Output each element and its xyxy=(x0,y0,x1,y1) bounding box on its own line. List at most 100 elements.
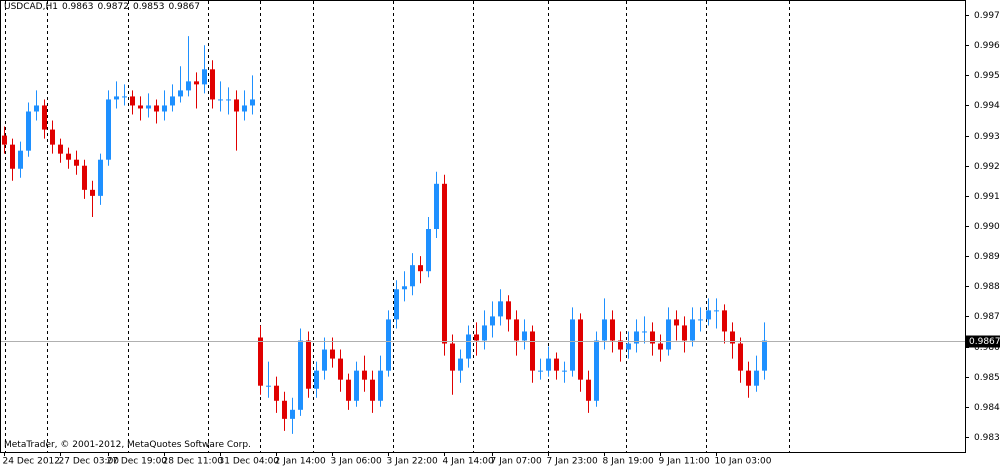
candle-body xyxy=(66,153,71,160)
candle-body xyxy=(178,90,183,97)
candle-body xyxy=(210,69,215,100)
candle-body xyxy=(290,409,295,419)
candle-body xyxy=(130,96,135,106)
candle-body xyxy=(26,111,31,151)
candle-body xyxy=(170,96,175,106)
candle-body xyxy=(194,81,199,85)
candle-body xyxy=(386,319,391,371)
candle-body xyxy=(714,310,719,312)
candle-body xyxy=(202,69,207,85)
candle-body xyxy=(474,334,479,341)
candle-body xyxy=(538,370,543,372)
candle-body xyxy=(242,105,247,112)
candle-body xyxy=(650,331,655,344)
candle-body xyxy=(626,343,631,350)
y-tick-label: 0.9875 xyxy=(974,312,1000,322)
x-tick-label: 27 Dec 19:00 xyxy=(107,457,168,467)
candle-body xyxy=(554,358,559,371)
x-tick-label: 10 Jan 03:00 xyxy=(715,457,772,467)
y-tick-label: 0.9885 xyxy=(974,282,1000,292)
candle-body xyxy=(338,358,343,380)
x-tick-label: 27 Dec 03:00 xyxy=(59,457,120,467)
candle-body xyxy=(706,310,711,320)
candle-body xyxy=(274,385,279,401)
candle-body xyxy=(226,99,231,101)
candle-body xyxy=(426,229,431,272)
candle-body xyxy=(98,159,103,196)
candle-body xyxy=(146,105,151,109)
candle-body xyxy=(34,105,39,112)
candle-body xyxy=(466,334,471,359)
header-value: 0.9872 xyxy=(97,2,129,12)
y-tick-label: 0.9845 xyxy=(974,403,1000,413)
y-tick-label: 0.9965 xyxy=(974,41,1000,51)
candle-body xyxy=(18,150,23,169)
candle-body xyxy=(162,105,167,112)
x-tick-label: 2 Jan 14:00 xyxy=(275,457,327,467)
y-tick-label: 0.9895 xyxy=(974,252,1000,262)
candle-body xyxy=(330,349,335,359)
candle-body xyxy=(738,343,743,371)
candle-body xyxy=(306,340,311,389)
candle-body xyxy=(586,379,591,401)
candle-body xyxy=(458,358,463,371)
candle-body xyxy=(90,189,95,196)
candle-body xyxy=(266,385,271,387)
current-price-label: 0.9867 xyxy=(969,337,1000,347)
candle-body xyxy=(346,379,351,401)
candle-body xyxy=(666,319,671,350)
candle-body xyxy=(506,301,511,320)
x-tick-label: 9 Jan 11:00 xyxy=(659,457,711,467)
x-tick-label: 4 Jan 14:00 xyxy=(443,457,495,467)
candle-body xyxy=(10,144,15,169)
candle-body xyxy=(754,370,759,386)
candle-body xyxy=(450,343,455,371)
plot-frame xyxy=(0,0,966,453)
candle-body xyxy=(530,331,535,371)
y-tick-label: 0.9975 xyxy=(974,11,1000,21)
candle-body xyxy=(762,340,767,371)
candle-body xyxy=(50,129,55,145)
header-value: 0.9853 xyxy=(132,2,165,12)
x-tick-label: 7 Jan 23:00 xyxy=(547,457,599,467)
candle-body xyxy=(362,370,367,380)
current-price-box xyxy=(966,335,1000,348)
candle-body xyxy=(594,340,599,401)
candle-body xyxy=(410,265,415,287)
candle-body xyxy=(58,144,63,154)
candle-body xyxy=(282,400,287,419)
chart-header: USDCAD,H1 0.9863 0.9872 0.9853 0.9867 xyxy=(4,2,204,12)
candle-body xyxy=(258,337,263,386)
candle-body xyxy=(658,343,663,350)
candle-body xyxy=(610,319,615,341)
y-tick-label: 0.9835 xyxy=(974,433,1000,443)
candle-body xyxy=(514,319,519,341)
candle-body xyxy=(690,319,695,341)
candle-body xyxy=(322,349,327,371)
header-value: 0.9863 xyxy=(61,2,94,12)
candle-body xyxy=(186,81,191,91)
candle-body xyxy=(154,105,159,112)
candle-body xyxy=(106,99,111,160)
candle-body xyxy=(722,310,727,332)
candle-body xyxy=(2,135,7,145)
candle-body xyxy=(570,319,575,371)
candle-body xyxy=(218,99,223,101)
candle-body xyxy=(634,331,639,344)
candle-body xyxy=(698,319,703,321)
candle-body xyxy=(314,370,319,389)
candle-body xyxy=(418,265,423,272)
symbol: USDCAD,H1 xyxy=(4,2,58,12)
candle-body xyxy=(682,325,687,341)
candle-body xyxy=(546,358,551,371)
candle-body xyxy=(482,325,487,341)
candle-body xyxy=(730,331,735,344)
y-tick-label: 0.9925 xyxy=(974,162,1000,172)
candle-body xyxy=(562,370,567,372)
y-tick-label: 0.9855 xyxy=(974,373,1000,383)
candle-body xyxy=(746,370,751,386)
x-tick-label: 31 Dec 04:00 xyxy=(219,457,280,467)
y-tick-label: 0.9945 xyxy=(974,101,1000,111)
